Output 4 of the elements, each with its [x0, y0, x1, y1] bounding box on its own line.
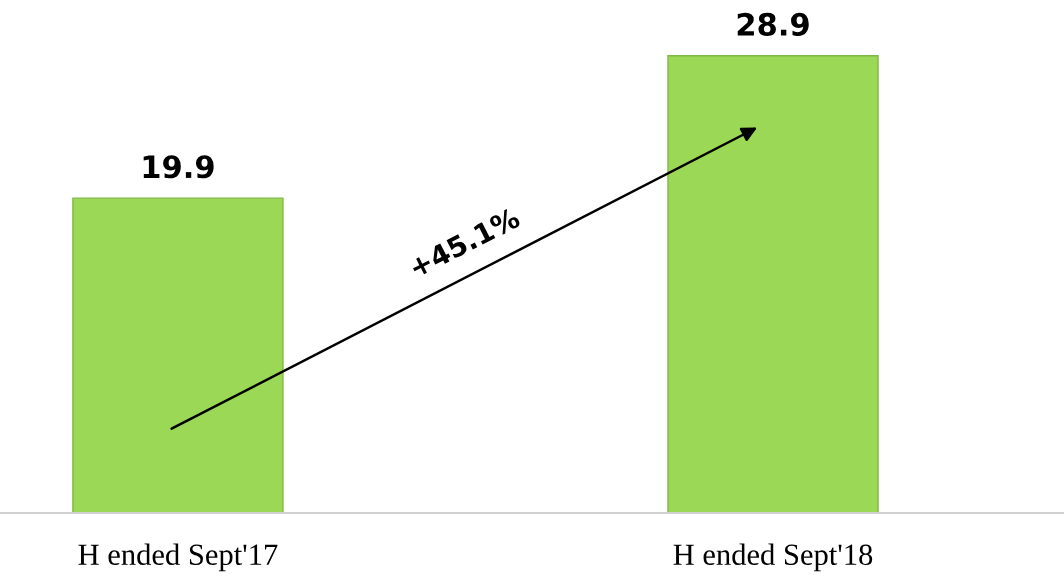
x-tick-label: H ended Sept'17 [78, 543, 278, 572]
data-label: 19.9 [143, 155, 214, 179]
x-tick-label: H ended Sept'18 [673, 543, 873, 572]
data-label: 28.9 [737, 12, 809, 36]
